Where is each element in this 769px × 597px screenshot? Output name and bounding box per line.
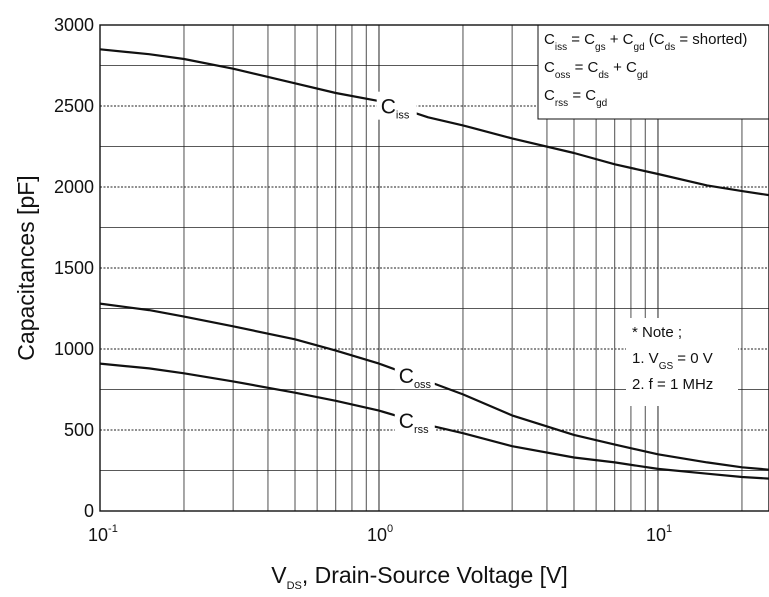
curve-label-coss: Coss: [399, 365, 432, 391]
x-tick-base: 10: [367, 525, 387, 545]
x-tick-base: 10: [88, 525, 108, 545]
subscript: gd: [596, 98, 607, 109]
text-run: 2. f = 1 MHz: [632, 376, 713, 393]
text-run: 1. V: [632, 350, 659, 367]
y-tick-label: 1500: [54, 258, 94, 278]
y-axis-label: Capacitances [pF]: [13, 175, 39, 360]
curve-label-main: C: [399, 365, 414, 388]
series-line-crss: [99, 362, 769, 480]
text-run: + C: [606, 31, 634, 48]
text-run: = 0 V: [673, 350, 713, 367]
legend-box-line: Crss = Cgd: [544, 87, 607, 109]
y-tick-label: 2500: [54, 96, 94, 116]
note-box-line: 2. f = 1 MHz: [632, 376, 713, 393]
subscript: rss: [555, 98, 568, 109]
curve-label-main: C: [399, 410, 414, 433]
text-run: = C: [567, 31, 595, 48]
text-run: C: [544, 87, 555, 104]
legend-box-bg: [537, 24, 769, 120]
text-run: = C: [570, 59, 598, 76]
legend-box-line: Coss = Cds + Cgd: [544, 59, 648, 81]
subscript: gd: [634, 42, 645, 53]
y-tick-label: 3000: [54, 15, 94, 35]
plot-frame: [99, 24, 769, 512]
text-run: = C: [568, 87, 596, 104]
subscript: iss: [555, 42, 567, 53]
curve-label-gap: [394, 405, 435, 434]
annotation-boxes: Ciss = Cgs + Cgd (Cds = shorted)Coss = C…: [537, 24, 769, 406]
series-lines: [99, 48, 769, 480]
curve-label-sub: rss: [414, 424, 429, 436]
y-tick-label: 2000: [54, 177, 94, 197]
note-box-line: 1. VGS = 0 V: [632, 350, 713, 372]
subscript: ds: [665, 42, 676, 53]
subscript: GS: [659, 361, 674, 372]
subscript: ds: [598, 70, 609, 81]
text-run: (C: [645, 31, 665, 48]
curve-label-main: C: [381, 96, 396, 119]
series-line-coss: [99, 302, 769, 471]
note-box-line: * Note ;: [632, 324, 682, 341]
text-run: C: [544, 31, 555, 48]
subscript: oss: [555, 70, 571, 81]
subscript: gd: [637, 70, 648, 81]
curve-label-sub: oss: [414, 379, 432, 391]
x-tick-label: 100: [367, 523, 393, 545]
x-axis-label: VDS, Drain-Source Voltage [V]: [271, 562, 568, 592]
x-axis-label-sub: DS: [287, 580, 302, 592]
y-tick-label: 0: [84, 501, 94, 521]
curve-label-crss: Crss: [399, 410, 429, 436]
text-run: * Note ;: [632, 324, 682, 341]
x-tick-label: 10-1: [88, 523, 118, 545]
subscript: gs: [595, 42, 606, 53]
curve-label-sub: iss: [396, 110, 410, 122]
text-run: C: [544, 59, 555, 76]
x-tick-exponent: 0: [387, 523, 393, 535]
x-tick-exponent: -1: [108, 523, 118, 535]
x-tick-label: 101: [646, 523, 672, 545]
text-run: = shorted): [675, 31, 747, 48]
x-axis-label-prefix: V: [271, 562, 287, 588]
y-tick-label: 500: [64, 420, 94, 440]
series-line-ciss: [99, 48, 769, 197]
note-box-bg: [626, 318, 738, 406]
x-tick-exponent: 1: [666, 523, 672, 535]
legend-box-line: Ciss = Cgs + Cgd (Cds = shorted): [544, 31, 747, 53]
x-tick-base: 10: [646, 525, 666, 545]
y-tick-label: 1000: [54, 339, 94, 359]
curve-label-ciss: Ciss: [381, 96, 410, 122]
x-axis-label-suffix: , Drain-Source Voltage [V]: [302, 562, 568, 588]
curve-label-gap: [376, 91, 417, 120]
curve-label-gap: [394, 361, 435, 390]
text-run: + C: [609, 59, 637, 76]
